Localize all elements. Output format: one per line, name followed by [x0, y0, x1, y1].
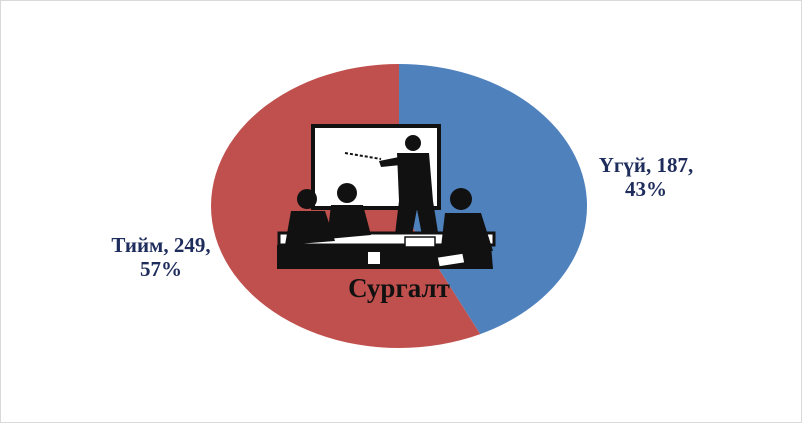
center-label: Сургалт	[348, 273, 450, 303]
data-label: Үгүй, 187, 43%	[598, 153, 694, 201]
clip-art	[277, 124, 496, 269]
data-label: Тийм, 249, 57%	[111, 233, 211, 281]
